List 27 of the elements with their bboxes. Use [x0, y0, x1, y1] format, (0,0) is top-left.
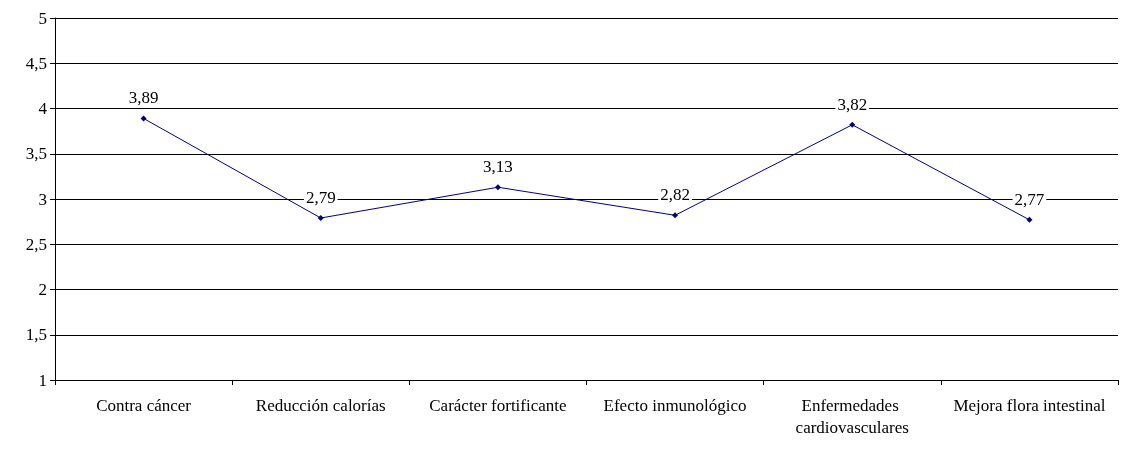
- y-tick-label: 1,5: [25, 325, 47, 345]
- data-label: 3,82: [837, 94, 868, 114]
- data-label: 2,82: [660, 185, 690, 205]
- data-label: 2,79: [305, 188, 336, 208]
- x-tick-label: Contra cáncer: [96, 395, 192, 415]
- y-tick-label: 4,5: [25, 53, 47, 73]
- y-tick-label: 3: [38, 189, 47, 209]
- data-label: 3,89: [128, 88, 159, 108]
- point: [140, 115, 147, 122]
- x-tick-label: Efecto inmunológico: [603, 395, 747, 415]
- data-label: 3,13: [483, 157, 513, 177]
- point: [494, 184, 501, 191]
- point: [1026, 216, 1033, 223]
- y-tick-label: 5: [38, 8, 47, 28]
- point: [849, 121, 856, 128]
- y-tick-label: 3,5: [25, 144, 47, 164]
- y-tick-label: 2,5: [25, 234, 47, 254]
- x-tick-label: Reducción calorías: [255, 395, 386, 415]
- x-tick-label: Mejora flora intestinal: [953, 395, 1106, 415]
- x-tick-label: Enfermedades cardiovasculares: [795, 395, 909, 437]
- y-tick-label: 1: [38, 370, 47, 390]
- point: [317, 215, 324, 222]
- y-tick-label: 2: [38, 280, 47, 299]
- x-tick-label: Carácter fortificante: [429, 395, 567, 415]
- data-label: 2,77: [1014, 189, 1045, 209]
- point: [672, 212, 679, 219]
- y-tick-label: 4: [38, 99, 48, 118]
